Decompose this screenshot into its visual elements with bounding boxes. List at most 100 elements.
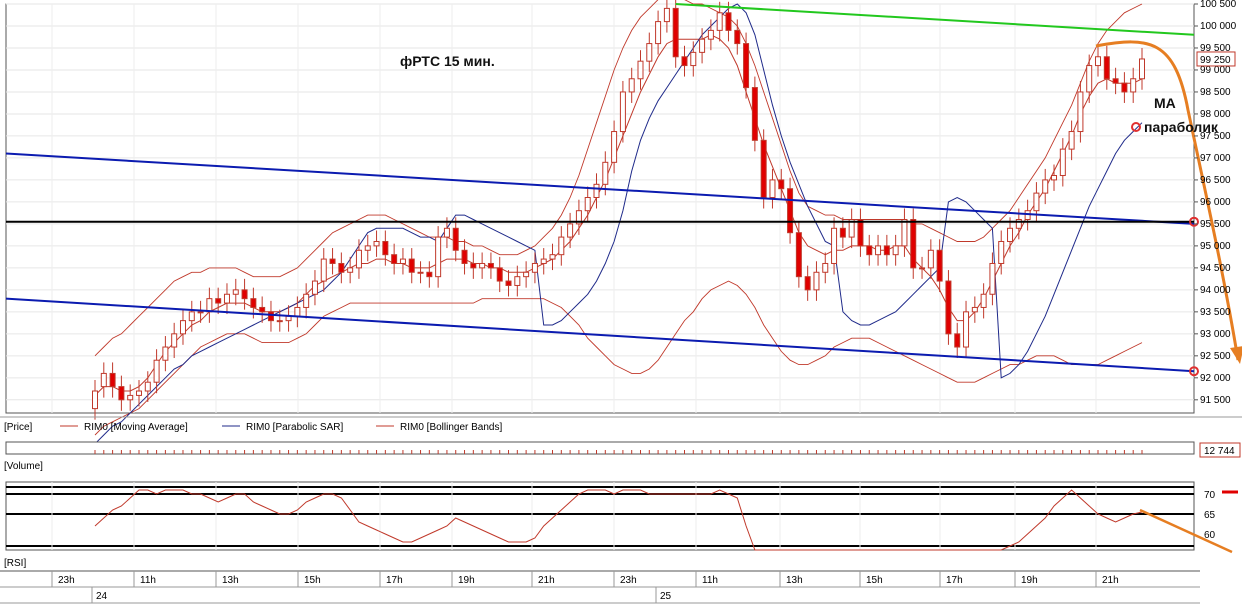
price-tick-label: 98 000 [1200,109,1231,120]
candle-body [1015,218,1022,229]
time-axis-labels: 23h 11h 13h 15h 17h 19h 21h 23h 11h 13h 15h 17h 19h 2… [51,571,1119,603]
hour-label: 23h [620,575,637,586]
price-axis: 91 500 92 000 92 500 93 000 93 500 94 000 94 5… [1194,0,1237,406]
price-pane [5,3,1195,414]
hour-label: 17h [946,575,963,586]
hour-label: 19h [1021,575,1038,586]
candle-body [769,179,776,199]
candle-body [743,43,750,89]
candle-body [1068,131,1075,150]
candle-body [980,293,987,308]
candle-body [567,223,574,238]
legend-parabolic-sar: RIM0 [Parabolic SAR] [246,422,343,433]
candle-body [1095,56,1102,67]
trend-line [5,152,1195,225]
candle-body [663,7,670,23]
candle-body [699,38,706,53]
candle-body [611,131,618,163]
candle-body [435,236,442,278]
hour-label: 15h [304,575,321,586]
candle-body [109,372,116,388]
candle-body [804,276,811,291]
candle-body [795,232,802,278]
candle-body [1130,78,1137,93]
candle-body [347,267,354,273]
hour-label: 13h [786,575,803,586]
rsi-panel-label: [RSI] [4,558,26,569]
candle-body [250,298,257,308]
trend-line [675,3,1195,36]
price-grid [6,3,1194,401]
candle-body [866,245,873,256]
candle-body [408,258,415,273]
candle-body [751,87,758,141]
candle-body [778,179,785,190]
candle-body [223,293,230,304]
volume-value-box [1199,442,1241,458]
candle-body [487,262,494,269]
candle-body [1042,179,1049,194]
candle-body [549,254,556,260]
candle-body [470,262,477,269]
candle-body [1059,148,1066,177]
candle-body [725,12,732,31]
candle-body [848,218,855,238]
candle-body [602,161,609,185]
candle-body [188,311,195,322]
price-tick-label: 95 000 [1200,241,1231,252]
candle-body [171,333,178,348]
price-tick-label: 93 000 [1200,329,1231,340]
parabolic-marker-icon [1131,122,1141,132]
hour-label: 11h [140,575,156,586]
trend-lines [5,3,1199,377]
candle-body [901,218,908,247]
candle-body [1121,82,1128,93]
candle-body [127,394,134,401]
legend-bollinger-bands: RIM0 [Bollinger Bands] [400,422,502,433]
candle-body [954,333,961,348]
rsi-pane [5,481,1195,551]
price-tick-label: 93 500 [1200,307,1231,318]
price-tick-label: 91 500 [1200,395,1231,406]
candle-body [206,298,213,313]
last-price-label: 99 250 [1200,55,1231,66]
candle-body [1139,58,1145,80]
price-tick-label: 95 500 [1200,219,1231,230]
last-price-box [1196,51,1236,67]
candle-body [655,21,662,45]
candle-body [531,262,538,273]
volume-bars [94,450,1143,454]
candle-body [734,29,741,45]
candle-body [619,91,626,133]
candle-body [162,346,169,361]
candle-body [232,289,239,295]
day-label: 24 [96,591,108,602]
price-tick-label: 99 500 [1200,43,1231,54]
candle-body [426,271,433,278]
candle-body [1077,91,1084,133]
rsi-tick-label: 60 [1204,530,1216,541]
candle-body [461,249,468,264]
candle-body [558,236,565,256]
price-panel-label: [Price] [4,422,33,433]
candle-body [646,43,653,62]
hour-label: 15h [866,575,883,586]
intersection-marker-icon [1189,216,1199,227]
candle-body [417,271,424,274]
candle-body [215,298,222,304]
forecast-arrowhead-icon [1230,346,1242,364]
candle-body [936,249,943,282]
candle-body [479,262,486,269]
hour-label: 11h [702,575,718,586]
candle-body [707,29,714,40]
candle-body [919,267,926,270]
price-tick-label: 100 500 [1200,0,1237,10]
price-tick-label: 94 000 [1200,285,1231,296]
price-tick-label: 94 500 [1200,263,1231,274]
candle-body [813,271,820,291]
candle-body [593,183,600,199]
hour-label: 23h [58,575,75,586]
day-label: 25 [660,591,672,602]
candle-body [267,311,274,322]
